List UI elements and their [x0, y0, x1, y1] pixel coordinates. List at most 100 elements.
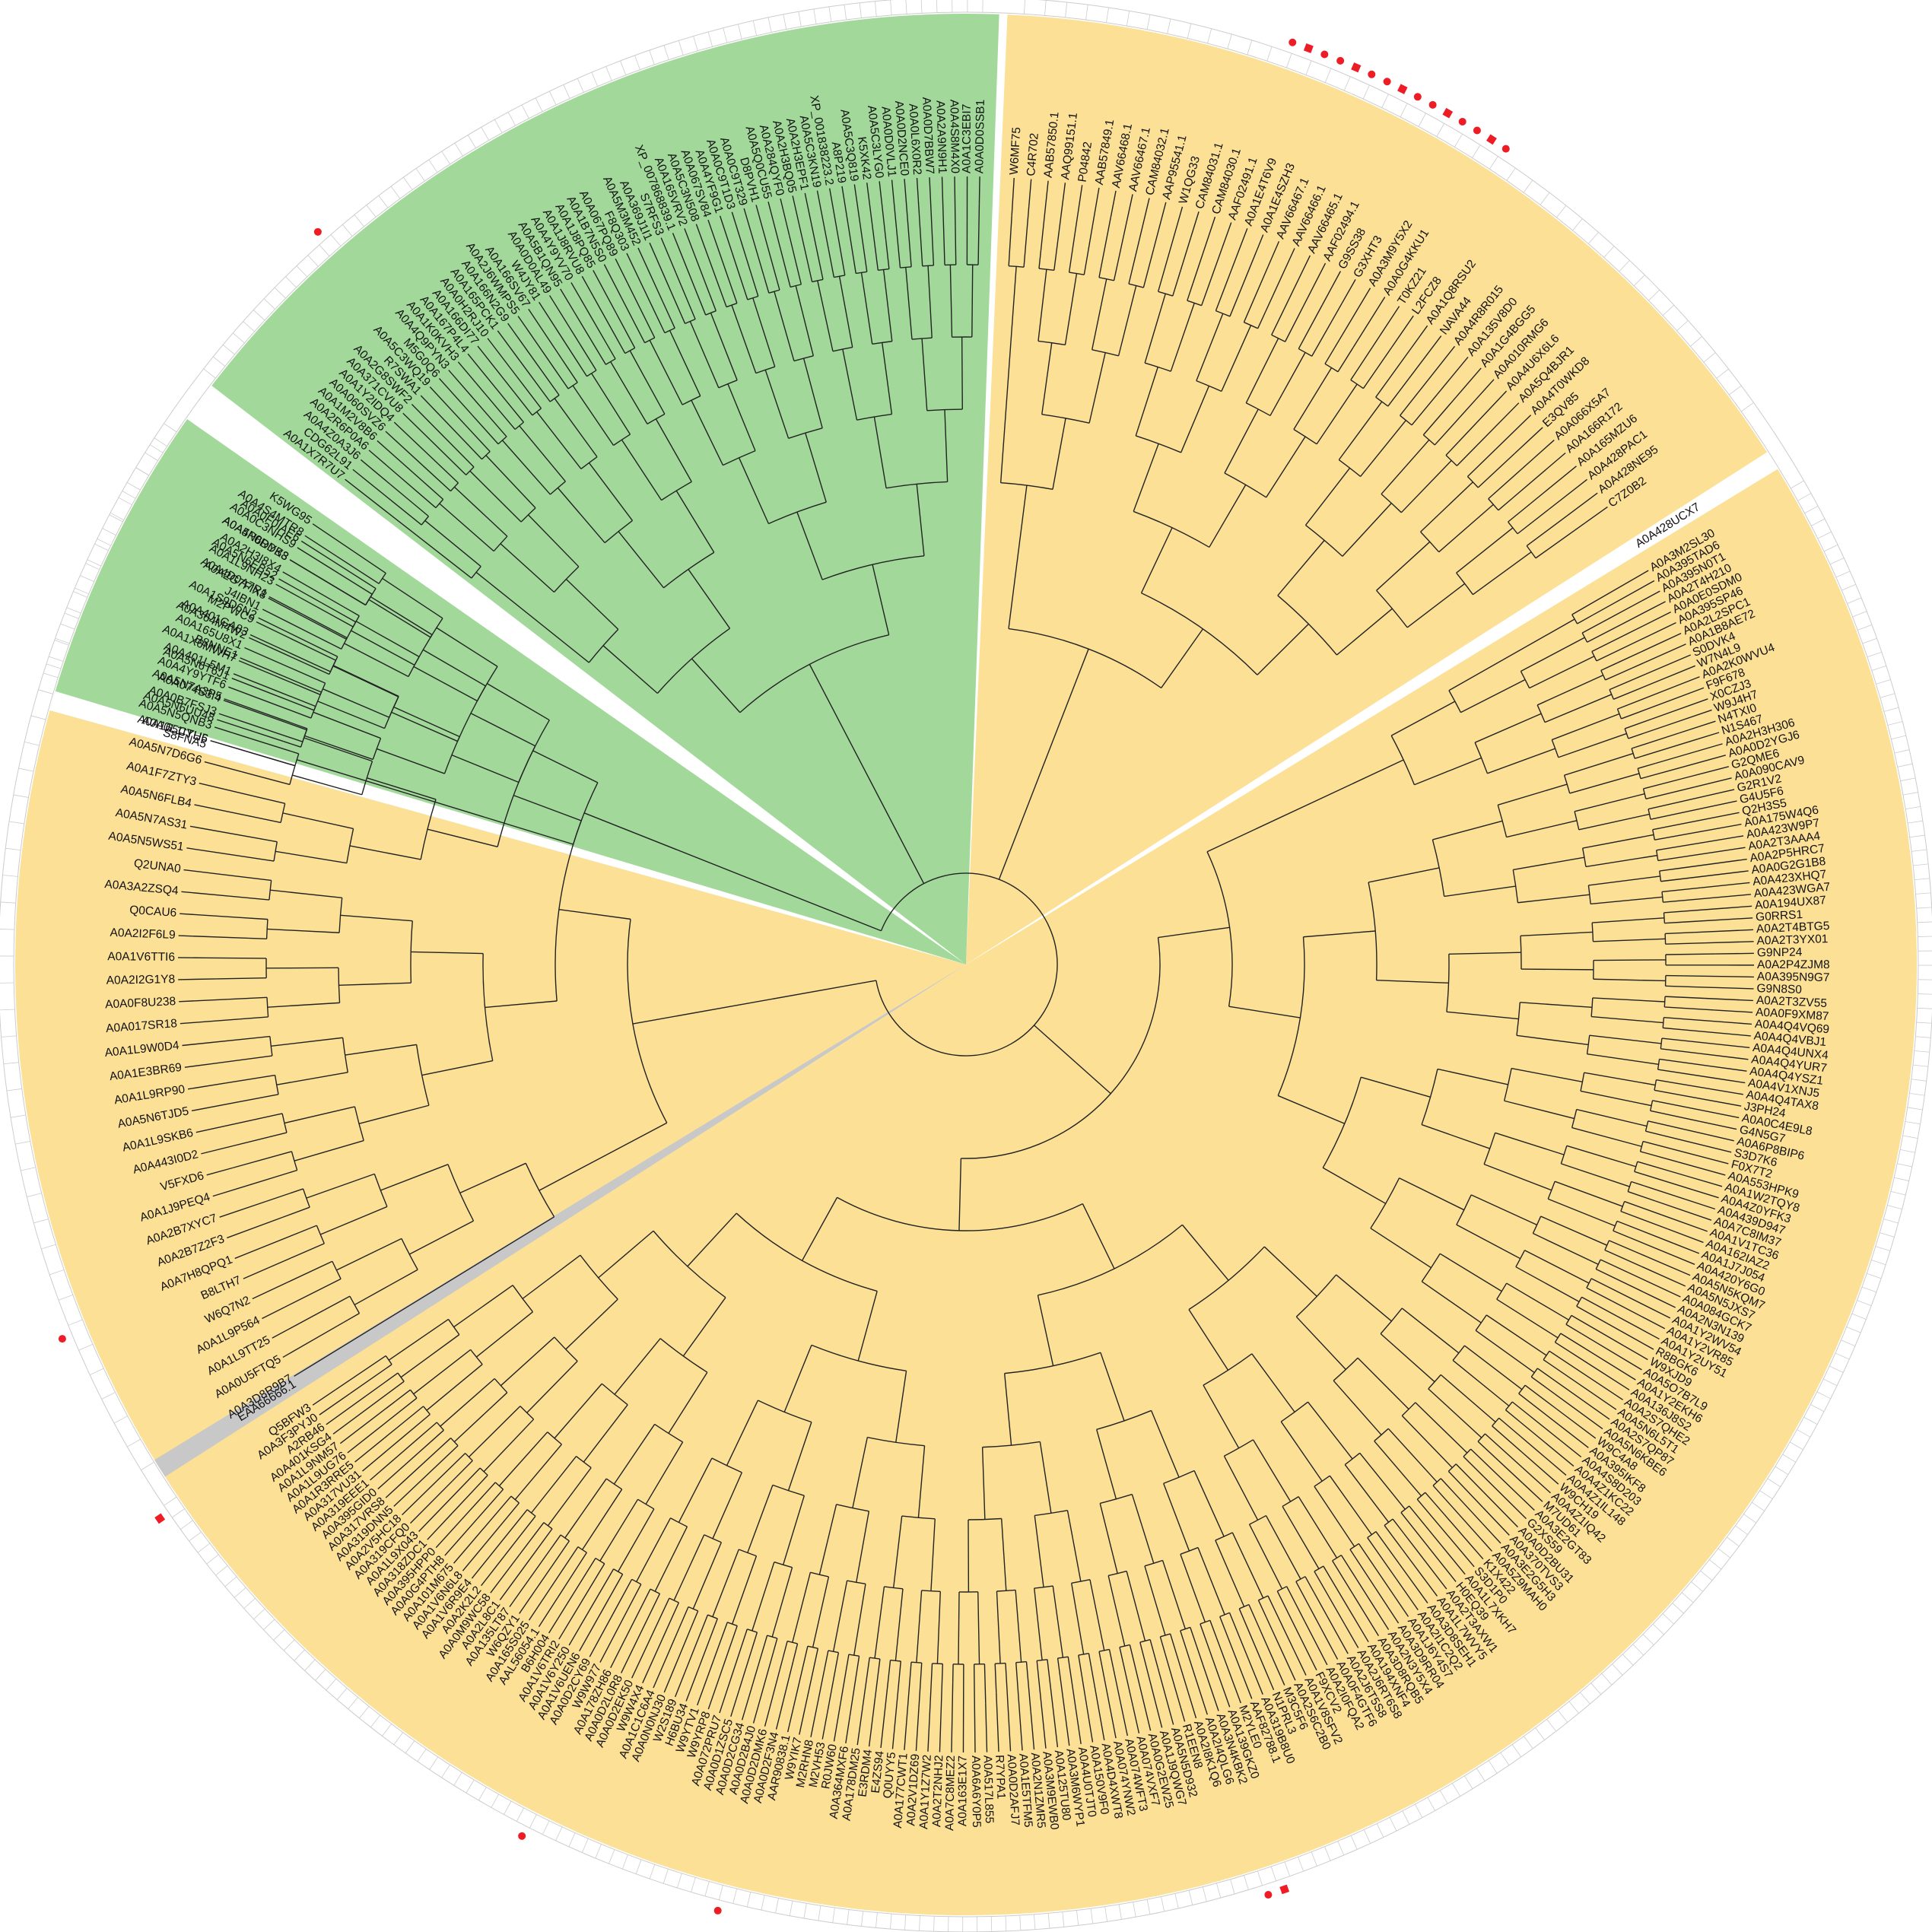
- internal-branch: [727, 1625, 738, 1654]
- internal-branch: [252, 816, 281, 824]
- ring-cell-divider: [89, 1368, 104, 1375]
- terminal-branch: [370, 1441, 416, 1481]
- ring-cell-divider: [1852, 611, 1867, 618]
- ring-cell-divider: [621, 1854, 628, 1870]
- terminal-branch: [697, 1659, 715, 1706]
- internal-branch: [246, 793, 285, 805]
- internal-branch: [1336, 608, 1393, 656]
- terminal-branch: [1522, 1482, 1543, 1502]
- ring-cell-divider: [87, 559, 102, 567]
- internal-branch: [1269, 352, 1306, 416]
- internal-branch: [1193, 1470, 1225, 1537]
- ring-cell-divider: [1662, 304, 1675, 316]
- internal-branch: [1228, 1006, 1301, 1018]
- ring-cell-divider: [691, 1877, 696, 1892]
- internal-branch: [277, 695, 315, 711]
- ring-cell-divider: [1085, 5, 1088, 21]
- internal-arc: [1616, 708, 1622, 720]
- internal-branch: [1169, 1633, 1189, 1692]
- internal-branch: [391, 711, 458, 742]
- internal-branch: [1518, 1393, 1559, 1425]
- terminal-branch: [1165, 1654, 1186, 1722]
- internal-arc: [1249, 1514, 1266, 1525]
- internal-branch: [1411, 394, 1438, 426]
- internal-arc: [885, 481, 948, 489]
- internal-arc: [1620, 1201, 1625, 1212]
- internal-arc: [1370, 1177, 1400, 1229]
- leaf-label: A0A0D7BBW7: [920, 97, 936, 174]
- ring-cell-divider: [861, 1911, 864, 1927]
- internal-branch: [1314, 1486, 1355, 1547]
- internal-branch: [340, 589, 367, 605]
- terminal-branch: [1533, 440, 1555, 459]
- internal-branch: [1650, 815, 1669, 820]
- highlight-wedge: [49, 691, 967, 964]
- ring-cell-divider: [109, 514, 123, 523]
- internal-branch: [1271, 308, 1285, 335]
- ring-cell-divider: [1797, 493, 1812, 501]
- internal-branch: [1605, 667, 1632, 681]
- internal-branch: [1362, 346, 1393, 389]
- internal-branch: [955, 225, 957, 265]
- internal-arc: [1420, 531, 1440, 553]
- internal-branch: [787, 1422, 812, 1491]
- internal-branch: [1387, 1428, 1438, 1482]
- terminal-branch: [1661, 1214, 1708, 1232]
- terminal-branch: [360, 459, 391, 485]
- ring-cell-divider: [1875, 1246, 1891, 1251]
- terminal-branch: [393, 421, 431, 456]
- ring-cell-divider: [1065, 2, 1068, 17]
- ring-cell-divider: [1343, 76, 1351, 91]
- internal-branch: [428, 471, 451, 492]
- internal-branch: [514, 1444, 562, 1501]
- internal-branch: [1131, 1494, 1155, 1564]
- terminal-branch: [393, 1479, 422, 1507]
- leaf-label: A0A2I2F6L9: [110, 926, 176, 942]
- internal-branch: [1466, 448, 1497, 478]
- ring-cell-divider: [1916, 1022, 1932, 1024]
- terminal-branch: [866, 183, 876, 253]
- internal-branch: [1117, 285, 1137, 356]
- terminal-branch: [1556, 1408, 1597, 1439]
- internal-branch: [1159, 1636, 1166, 1655]
- internal-branch: [336, 1238, 402, 1271]
- internal-branch: [1209, 1620, 1217, 1638]
- ring-cell-divider: [1464, 1775, 1473, 1789]
- internal-branch: [675, 272, 696, 319]
- internal-arc: [1187, 300, 1202, 307]
- ring-cell-divider: [1846, 1327, 1861, 1333]
- ring-cell-divider: [1913, 863, 1929, 866]
- internal-arc: [532, 408, 542, 416]
- ring-cell-divider: [1044, 0, 1047, 16]
- terminal-branch: [841, 186, 849, 224]
- leaf-label: A0A1Y1Z7W2: [917, 1754, 934, 1829]
- terminal-branch: [1638, 687, 1705, 713]
- root-arc: [875, 872, 1058, 1057]
- internal-branch: [1200, 1623, 1211, 1651]
- internal-branch: [500, 543, 554, 593]
- internal-branch: [1008, 215, 1012, 266]
- ring-cell-divider: [1876, 679, 1891, 685]
- ring-cell-divider: [390, 186, 401, 199]
- terminal-branch: [589, 1613, 614, 1657]
- internal-branch: [504, 1515, 536, 1556]
- leaf-label: A0A2T3ZV55: [1756, 994, 1828, 1010]
- internal-branch: [1333, 1380, 1382, 1435]
- internal-branch: [1215, 1540, 1245, 1607]
- internal-arc: [1295, 1576, 1306, 1582]
- terminal-branch: [1694, 986, 1754, 990]
- terminal-branch: [1030, 1711, 1035, 1750]
- internal-arc: [1015, 1660, 1027, 1663]
- ring-cell-divider: [315, 1669, 326, 1681]
- terminal-branch: [1396, 1578, 1419, 1610]
- internal-branch: [1432, 1485, 1446, 1500]
- internal-branch: [565, 578, 619, 630]
- internal-branch: [1336, 1274, 1392, 1322]
- ring-cell-divider: [49, 1269, 65, 1276]
- internal-branch: [1540, 1215, 1607, 1246]
- internal-branch: [1571, 583, 1625, 615]
- internal-branch: [1488, 457, 1534, 500]
- ring-cell-divider: [1415, 1803, 1423, 1818]
- internal-branch: [1574, 793, 1645, 812]
- internal-branch: [383, 1406, 424, 1439]
